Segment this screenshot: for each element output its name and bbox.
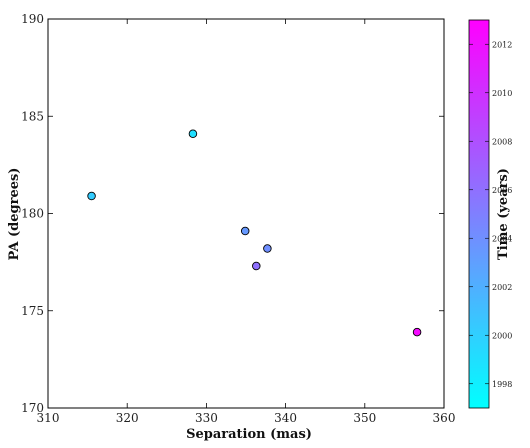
x-tick-label: 310 [37,411,60,425]
colorbar-tick-label: 2008 [492,137,512,146]
data-point [412,327,422,337]
colorbar-tick-label: 2002 [492,283,512,292]
colorbar-tick-label: 2004 [492,234,512,243]
data-point [240,226,250,236]
data-point [87,191,96,201]
colorbar-title: Time (years) [496,168,511,260]
x-tick-label: 330 [195,411,218,425]
data-point [252,261,261,271]
y-tick-label: 170 [21,401,44,415]
y-tick-label: 175 [21,304,44,318]
colorbar-tick-label: 2012 [492,40,512,49]
y-tick-label: 185 [21,109,44,123]
y-tick-label: 190 [21,12,44,26]
colorbar-tick-label: 2000 [492,331,512,340]
x-tick-label: 360 [433,411,456,425]
y-tick-label: 180 [21,207,44,221]
colorbar-tick-label: 2010 [492,89,512,98]
data-point [188,129,198,139]
x-tick-label: 320 [116,411,139,425]
x-axis-title: Separation (mas) [186,427,312,442]
data-point [263,244,272,253]
x-tick-label: 340 [274,411,297,425]
colorbar-tick-label: 2006 [492,186,512,195]
y-axis-title: PA (degrees) [7,168,22,261]
colorbar-tick-label: 1998 [492,380,512,389]
colorbar [468,19,490,409]
x-tick-label: 350 [353,411,376,425]
plot-frame [47,18,445,409]
